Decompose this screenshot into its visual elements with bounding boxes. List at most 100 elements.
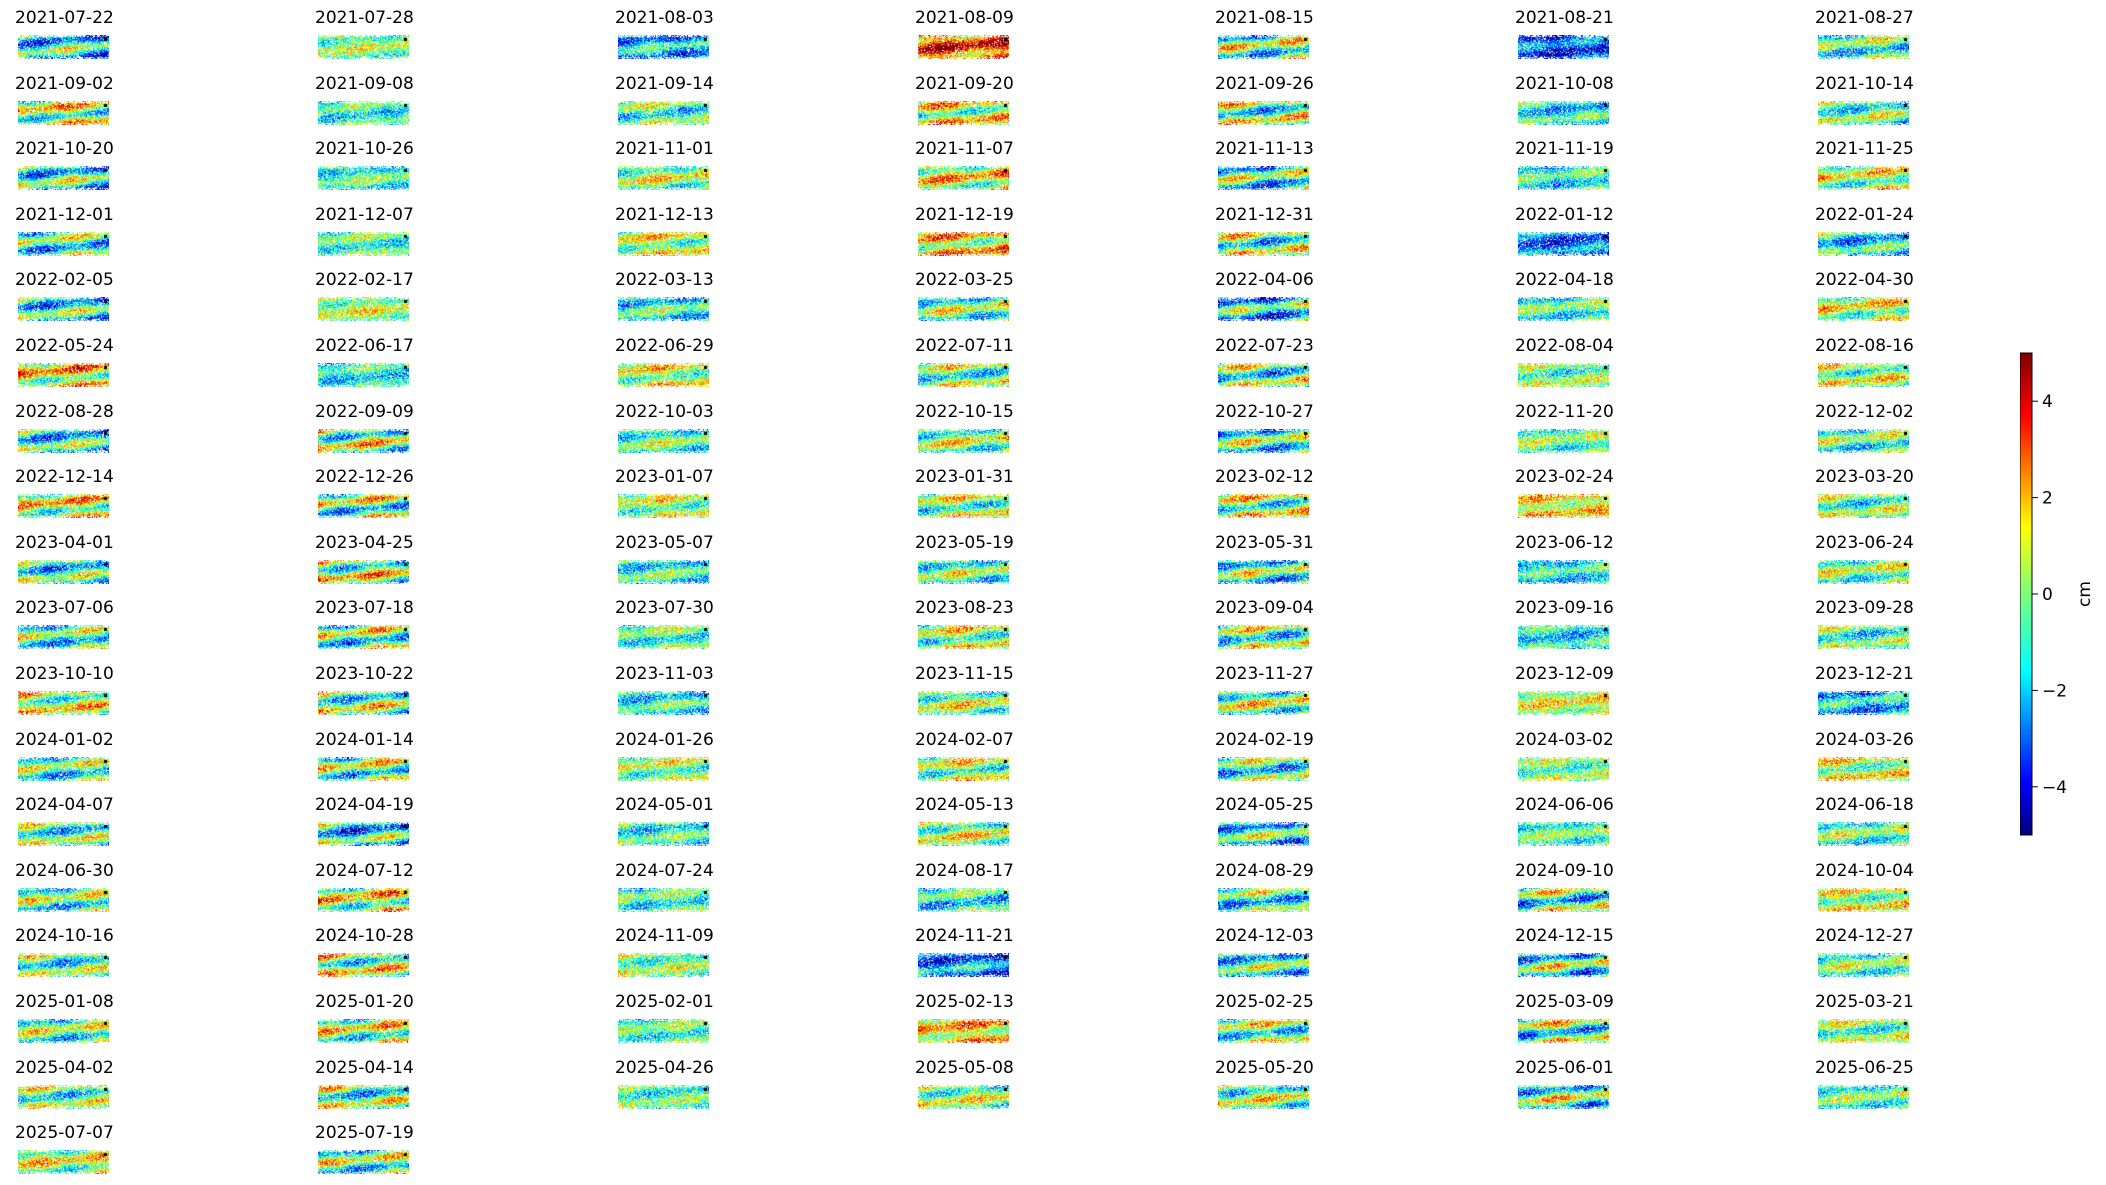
- deformation-panel: 2021-08-27: [1800, 0, 2100, 66]
- panel-title: 2025-07-19: [315, 1123, 414, 1144]
- deformation-panel: 2021-09-14: [600, 66, 900, 132]
- deformation-panel: 2021-11-13: [1200, 131, 1500, 197]
- deformation-panel: 2023-07-30: [600, 590, 900, 656]
- deformation-panel: 2022-01-24: [1800, 197, 2100, 263]
- colorbar-tick-label: −4: [2042, 778, 2067, 798]
- deformation-panel: 2024-01-14: [300, 722, 600, 788]
- deformation-panel: 2025-02-01: [600, 984, 900, 1050]
- panel-title: 2022-09-09: [315, 401, 414, 422]
- deformation-heatmap: [618, 625, 709, 650]
- deformation-panel: 2023-07-06: [0, 590, 300, 656]
- deformation-panel: 2025-07-19: [300, 1115, 600, 1181]
- deformation-heatmap: [1218, 953, 1309, 978]
- panel-title: 2023-07-30: [615, 598, 714, 619]
- panel-title: 2024-10-04: [1815, 860, 1914, 881]
- deformation-heatmap: [1818, 166, 1909, 191]
- panel-title: 2024-11-09: [615, 926, 714, 947]
- deformation-heatmap: [1518, 691, 1609, 715]
- deformation-panel: 2022-02-17: [300, 262, 600, 328]
- panel-title: 2024-04-07: [15, 795, 114, 816]
- panel-title: 2025-03-21: [1815, 992, 1914, 1012]
- colorbar-tick-label: 2: [2042, 489, 2053, 509]
- deformation-panel: 2024-08-29: [1200, 853, 1500, 919]
- deformation-heatmap: [1818, 691, 1909, 715]
- deformation-heatmap: [318, 100, 409, 125]
- panel-title: 2023-10-10: [15, 664, 114, 684]
- panel-title: 2024-08-29: [1215, 860, 1314, 881]
- deformation-panel: 2024-07-24: [600, 853, 900, 919]
- panel-title: 2021-09-02: [15, 73, 114, 94]
- panel-title: 2023-10-22: [315, 664, 414, 684]
- deformation-heatmap: [1518, 1019, 1609, 1043]
- deformation-heatmap: [1818, 625, 1909, 650]
- deformation-heatmap: [1218, 1084, 1309, 1109]
- deformation-panel: 2023-06-24: [1800, 525, 2100, 591]
- deformation-panel: 2021-08-21: [1500, 0, 1800, 66]
- panel-title: 2021-10-26: [315, 139, 414, 160]
- deformation-panel: 2025-05-20: [1200, 1050, 1500, 1116]
- deformation-panel: 2022-09-09: [300, 394, 600, 460]
- deformation-heatmap: [318, 691, 409, 715]
- deformation-heatmap: [318, 887, 409, 912]
- deformation-panel: 2024-03-26: [1800, 722, 2100, 788]
- deformation-heatmap: [918, 691, 1009, 715]
- panel-title: 2024-01-02: [15, 729, 114, 750]
- deformation-heatmap: [618, 363, 709, 387]
- colorbar: −4 −2 0 2 4 cm: [2020, 352, 2095, 836]
- deformation-heatmap: [1218, 756, 1309, 781]
- deformation-heatmap: [918, 297, 1009, 322]
- deformation-panel: 2022-10-27: [1200, 394, 1500, 460]
- deformation-heatmap: [1818, 1084, 1909, 1109]
- deformation-panel: 2024-11-09: [600, 918, 900, 984]
- deformation-heatmap: [18, 363, 109, 387]
- panel-title: 2023-05-07: [615, 532, 714, 553]
- colorbar-tick-label: −2: [2042, 681, 2067, 701]
- deformation-panel: 2022-12-26: [300, 459, 600, 525]
- deformation-panel: 2022-05-24: [0, 328, 300, 394]
- deformation-panel: 2024-10-04: [1800, 853, 2100, 919]
- panel-title: 2021-08-15: [1215, 8, 1314, 28]
- deformation-heatmap: [18, 1019, 109, 1043]
- deformation-heatmap: [318, 297, 409, 322]
- deformation-panel: 2023-07-18: [300, 590, 600, 656]
- deformation-panel: 2023-11-03: [600, 656, 900, 722]
- deformation-heatmap: [1218, 887, 1309, 912]
- deformation-panel: 2022-04-18: [1500, 262, 1800, 328]
- panel-title: 2025-02-25: [1215, 992, 1314, 1012]
- deformation-heatmap: [1818, 231, 1909, 256]
- deformation-heatmap: [1518, 363, 1609, 387]
- panel-title: 2023-11-03: [615, 664, 714, 684]
- deformation-heatmap: [1218, 559, 1309, 584]
- panel-title: 2024-06-06: [1515, 795, 1614, 816]
- deformation-heatmap: [1218, 822, 1309, 847]
- deformation-heatmap: [918, 953, 1009, 978]
- deformation-panel: 2021-10-20: [0, 131, 300, 197]
- deformation-heatmap: [918, 887, 1009, 912]
- deformation-panel: 2024-05-25: [1200, 787, 1500, 853]
- deformation-heatmap: [1818, 1019, 1909, 1043]
- panel-title: 2022-12-14: [15, 467, 114, 488]
- deformation-panel: 2022-08-16: [1800, 328, 2100, 394]
- deformation-heatmap: [918, 166, 1009, 191]
- deformation-panel: 2024-05-01: [600, 787, 900, 853]
- deformation-heatmap: [18, 559, 109, 584]
- deformation-panel: 2023-01-31: [900, 459, 1200, 525]
- panel-title: 2021-11-19: [1515, 139, 1614, 160]
- panel-title: 2024-07-24: [615, 860, 714, 881]
- deformation-panel: 2023-09-04: [1200, 590, 1500, 656]
- deformation-heatmap: [918, 1084, 1009, 1109]
- deformation-heatmap: [1218, 625, 1309, 650]
- deformation-panel: 2022-12-02: [1800, 394, 2100, 460]
- panel-title: 2023-11-15: [915, 664, 1014, 684]
- panel-title: 2021-09-14: [615, 73, 714, 94]
- panel-title: 2022-12-02: [1815, 401, 1914, 422]
- deformation-panel: 2022-08-04: [1500, 328, 1800, 394]
- deformation-heatmap: [18, 231, 109, 256]
- deformation-heatmap: [1218, 297, 1309, 322]
- panel-title: 2024-09-10: [1515, 860, 1614, 881]
- deformation-panel: 2024-03-02: [1500, 722, 1800, 788]
- panel-title: 2023-04-25: [315, 532, 414, 553]
- deformation-panel: 2025-05-08: [900, 1050, 1200, 1116]
- panel-title: 2022-10-15: [915, 401, 1014, 422]
- panel-title: 2025-06-01: [1515, 1057, 1614, 1078]
